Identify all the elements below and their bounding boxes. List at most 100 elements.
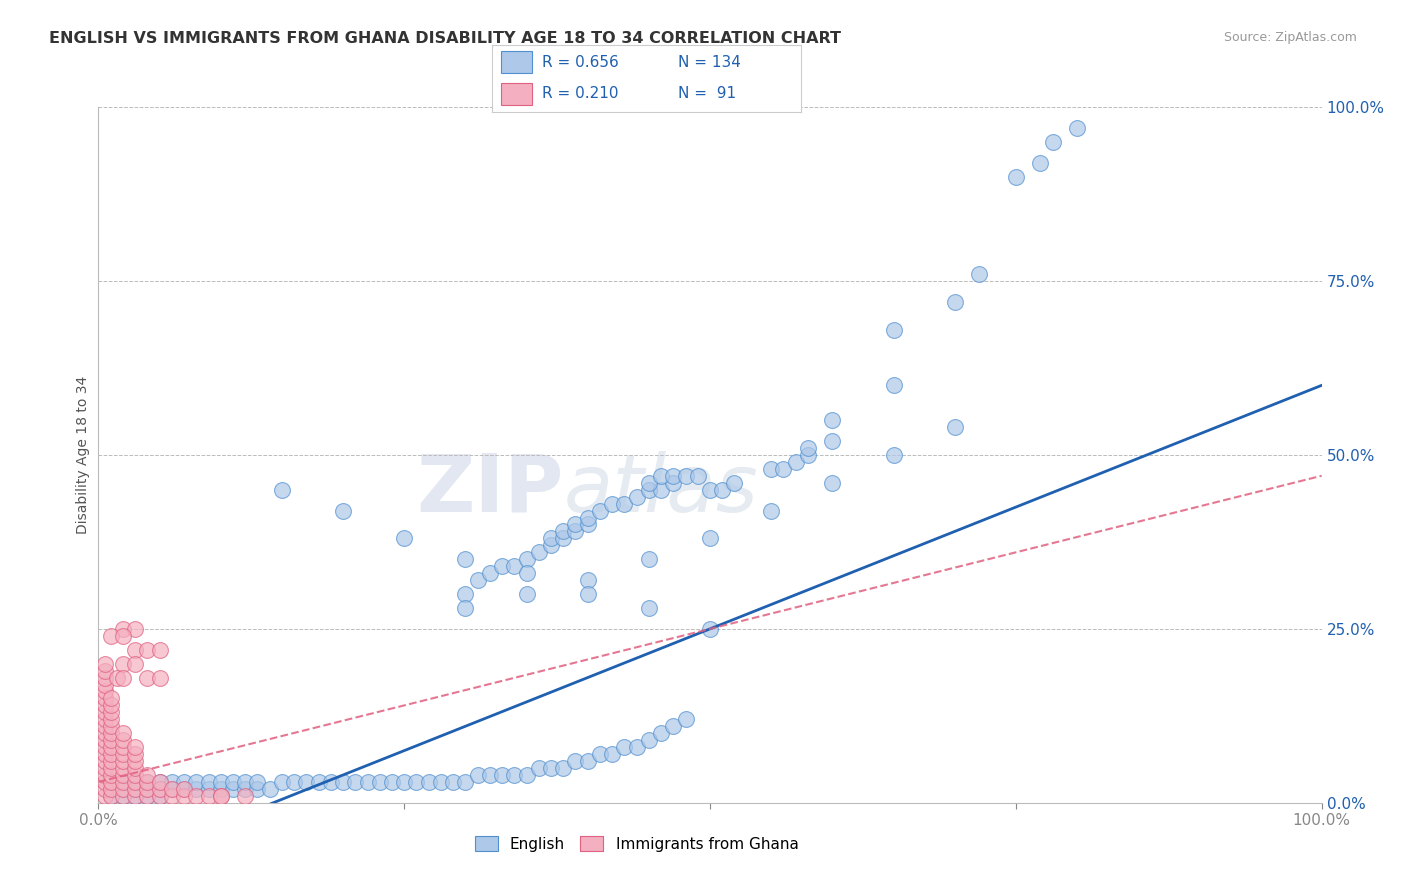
Point <box>478 566 501 581</box>
Point <box>785 455 807 469</box>
Point <box>540 538 562 552</box>
Point <box>124 754 146 768</box>
Point <box>650 483 672 497</box>
Point <box>454 601 477 615</box>
Point <box>100 789 122 803</box>
Point <box>650 726 672 740</box>
Point <box>124 740 146 755</box>
Point <box>111 761 134 775</box>
Point <box>149 789 172 803</box>
Point <box>186 789 208 803</box>
Point <box>197 781 219 796</box>
Point <box>160 781 183 796</box>
Point <box>308 775 330 789</box>
Point <box>173 781 195 796</box>
Point <box>111 781 134 796</box>
Point <box>136 775 159 789</box>
Point <box>93 719 115 733</box>
Point <box>600 497 623 511</box>
Point <box>626 490 648 504</box>
Point <box>516 566 538 581</box>
Text: ENGLISH VS IMMIGRANTS FROM GHANA DISABILITY AGE 18 TO 34 CORRELATION CHART: ENGLISH VS IMMIGRANTS FROM GHANA DISABIL… <box>49 31 841 46</box>
Point <box>124 761 146 775</box>
Point <box>233 781 256 796</box>
Point <box>124 622 146 636</box>
Point <box>564 517 586 532</box>
Point <box>124 775 146 789</box>
Point <box>1066 120 1088 135</box>
Point <box>675 712 697 726</box>
Point <box>540 761 562 775</box>
Point <box>93 684 115 698</box>
Point <box>637 475 661 490</box>
Point <box>564 754 586 768</box>
Point <box>186 775 208 789</box>
Point <box>1042 135 1064 149</box>
Point <box>209 789 232 803</box>
Point <box>319 775 342 789</box>
Point <box>149 789 172 803</box>
Point <box>772 462 794 476</box>
Point <box>136 671 159 685</box>
Point <box>883 323 905 337</box>
Point <box>100 781 122 796</box>
Point <box>516 587 538 601</box>
Point <box>105 671 128 685</box>
Point <box>1004 169 1026 184</box>
Point <box>516 552 538 566</box>
Point <box>93 775 115 789</box>
Point <box>392 775 416 789</box>
Point <box>761 462 783 476</box>
Point <box>270 775 294 789</box>
Point <box>662 719 685 733</box>
Point <box>637 552 661 566</box>
Point <box>136 789 159 803</box>
Point <box>100 781 122 796</box>
Text: atlas: atlas <box>564 450 758 529</box>
Text: N = 134: N = 134 <box>678 55 741 70</box>
Point <box>124 747 146 761</box>
Point <box>136 781 159 796</box>
Point <box>576 573 599 587</box>
Text: R = 0.656: R = 0.656 <box>541 55 619 70</box>
Point <box>967 267 990 281</box>
Point <box>467 573 489 587</box>
Point <box>100 706 122 720</box>
Point <box>650 468 672 483</box>
Point <box>503 559 526 574</box>
Point <box>149 775 172 789</box>
Point <box>136 768 159 782</box>
Point <box>124 789 146 803</box>
Point <box>540 532 562 546</box>
Point <box>662 475 685 490</box>
Point <box>626 740 648 755</box>
Point <box>222 781 245 796</box>
Point <box>93 747 115 761</box>
Y-axis label: Disability Age 18 to 34: Disability Age 18 to 34 <box>76 376 90 534</box>
Point <box>100 712 122 726</box>
Point <box>441 775 464 789</box>
Point <box>821 475 844 490</box>
Point <box>467 768 489 782</box>
Point <box>699 483 721 497</box>
Point <box>821 434 844 448</box>
Point <box>111 747 134 761</box>
Point <box>209 781 232 796</box>
Point <box>160 789 183 803</box>
Point <box>100 754 122 768</box>
Point <box>173 775 195 789</box>
Point <box>149 642 172 657</box>
Point <box>576 754 599 768</box>
Point <box>527 545 550 559</box>
Point <box>93 698 115 713</box>
Point <box>392 532 416 546</box>
Point <box>197 775 219 789</box>
Point <box>503 768 526 782</box>
Point <box>100 747 122 761</box>
Point <box>761 503 783 517</box>
Point <box>111 789 134 803</box>
Point <box>93 664 115 678</box>
Point <box>368 775 391 789</box>
Point <box>491 768 513 782</box>
Point <box>662 468 685 483</box>
